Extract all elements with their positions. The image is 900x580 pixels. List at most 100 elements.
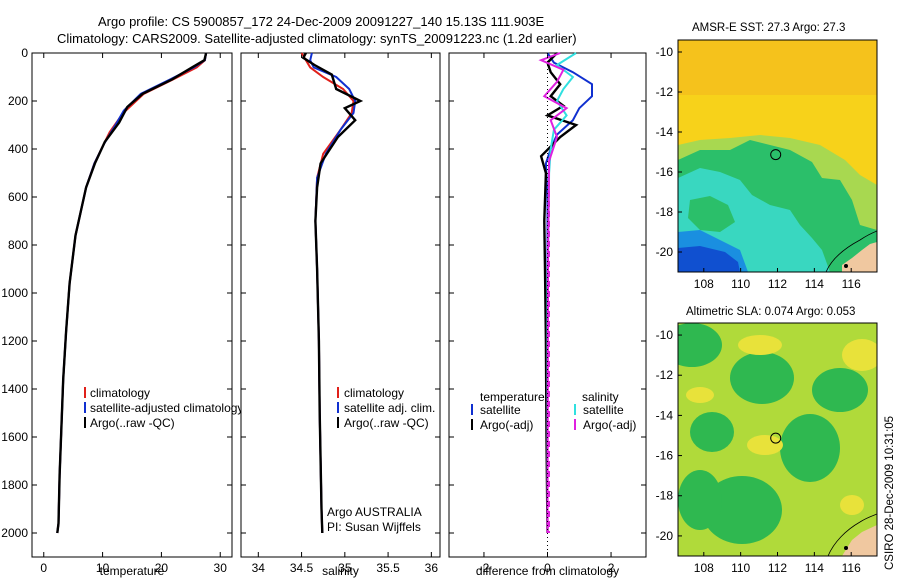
sla-low-6: [702, 476, 782, 544]
sst-land: [842, 242, 877, 272]
sst-argo-marker: [770, 149, 782, 161]
sla-argo-marker: [770, 432, 782, 444]
salinity-panel: 34 34.5 35 35.5 36 salinity climatologysatelli…: [240, 52, 441, 578]
x-tick-label: 2: [608, 561, 615, 575]
footer-stamp: CSIRO 28-Dec-2009 10:31:05: [884, 416, 896, 570]
x-tick-label: 35: [338, 561, 352, 575]
y-tick-label: 0: [21, 46, 28, 60]
series-line-argo: [539, 52, 579, 534]
sst-warm-band: [678, 40, 877, 95]
sla-low-3: [812, 368, 868, 412]
legend-header-temperature: temperature: [480, 390, 545, 404]
sst-map-title: AMSR-E SST: 27.3 Argo: 27.3: [692, 22, 845, 34]
sla-high-1: [738, 335, 782, 355]
legend-header-salinity: salinity: [582, 390, 619, 404]
map-y-tick-label: -18: [656, 205, 674, 219]
legend-label: climatology: [344, 386, 404, 400]
map-x-tick-label: 110: [731, 277, 750, 291]
y-tick-label: 200: [8, 94, 28, 108]
x-tick-label: 0: [40, 561, 47, 575]
legend-label: satellite: [583, 403, 624, 417]
x-tick-label: 0: [544, 561, 551, 575]
x-tick-label: 34.5: [290, 561, 314, 575]
sst-island: [844, 264, 848, 268]
plot-frame: [31, 52, 233, 558]
map-y-tick-label: -20: [656, 529, 674, 543]
legend-label: climatology: [90, 386, 150, 400]
sst-map-panel: AMSR-E SST: 27.3 Argo: 27.3 108 110 112 114…: [656, 22, 878, 291]
series-line-sal_argo: [538, 52, 569, 534]
sla-coastline: [827, 513, 877, 556]
legend-label: satellite adj. clim.: [344, 401, 435, 415]
x-tick-label: 10: [96, 561, 110, 575]
map-y-tick-label: -14: [656, 408, 674, 422]
x-tick-label: 35.5: [376, 561, 400, 575]
series-line-argo: [56, 52, 208, 534]
x-axis-label: salinity: [322, 564, 359, 578]
y-tick-label: 1800: [1, 478, 28, 492]
sst-map-axes: 108 110 112 114 116 -10 -12 -14 -16 -18 -20: [656, 45, 861, 291]
y-tick-label: 1000: [1, 286, 28, 300]
map-x-tick-label: 114: [805, 561, 824, 575]
map-y-tick-label: -10: [656, 328, 674, 342]
map-y-tick-label: -12: [656, 85, 674, 99]
map-x-tick-label: 108: [694, 561, 714, 575]
sla-high-3: [747, 435, 783, 455]
sla-high-5: [840, 495, 864, 515]
map-y-tick-label: -12: [656, 368, 674, 382]
map-x-tick-label: 108: [694, 277, 714, 291]
sla-map-title: Altimetric SLA: 0.074 Argo: 0.053: [686, 306, 855, 318]
annotation-line-1: Argo AUSTRALIA: [327, 505, 422, 519]
y-tick-label: 1200: [1, 334, 28, 348]
map-y-tick-label: -16: [656, 165, 674, 179]
y-tick-label: 400: [8, 142, 28, 156]
legend-label: satellite: [480, 403, 521, 417]
map-y-tick-label: -14: [656, 125, 674, 139]
sst-deep-blue-region: [678, 246, 740, 272]
map-x-tick-label: 116: [842, 277, 861, 291]
map-x-tick-label: 114: [805, 277, 824, 291]
temperature-panel: 0 10 20 30 0 200 400 600 800 1000 1200 1400 1600 1800…: [1, 46, 243, 578]
x-tick-label: 30: [214, 561, 228, 575]
series-line-argo: [301, 52, 364, 534]
sla-high-2: [842, 339, 877, 371]
y-tick-label: 800: [8, 238, 28, 252]
sla-low-7: [678, 470, 722, 530]
map-x-tick-label: 116: [842, 561, 861, 575]
sla-land: [842, 525, 877, 556]
figure-title-line1: Argo profile: CS 5900857_172 24-Dec-2009…: [98, 14, 545, 29]
sla-low-1: [678, 323, 722, 367]
map-x-tick-label: 110: [731, 561, 750, 575]
map-y-tick-label: -16: [656, 449, 674, 463]
sla-map-axes: 108 110 112 114 116 -10 -12 -14 -16 -18 -20: [656, 328, 861, 575]
annotation-line-2: PI: Susan Wijffels: [327, 520, 421, 534]
y-tick-label: 1600: [1, 430, 28, 444]
sla-island: [844, 546, 848, 550]
sla-low-2: [730, 352, 794, 404]
x-tick-label: 34: [252, 561, 266, 575]
legend-label: Argo(..raw -QC): [90, 416, 175, 430]
y-tick-label: 2000: [1, 526, 28, 540]
map-y-tick-label: -20: [656, 245, 674, 259]
figure-title-line2: Climatology: CARS2009. Satellite-adjuste…: [57, 31, 577, 46]
y-tick-label: 1400: [1, 382, 28, 396]
sla-low-5: [780, 414, 840, 482]
x-tick-label: -2: [479, 561, 490, 575]
x-axis-label: temperature: [100, 564, 165, 578]
sst-map-field: [678, 40, 877, 272]
sla-map-field: [678, 323, 877, 556]
sla-low-4: [690, 412, 734, 452]
sst-green-patch: [688, 196, 735, 232]
map-x-tick-label: 112: [768, 277, 787, 291]
legend-label: Argo(-adj): [480, 418, 533, 432]
plot-frame: [240, 52, 441, 558]
legend-label: Argo(-adj): [583, 418, 636, 432]
map-y-tick-label: -18: [656, 489, 674, 503]
map-x-tick-label: 112: [768, 561, 787, 575]
sla-map-panel: Altimetric SLA: 0.074 Argo: 0.053 108 110…: [656, 306, 878, 575]
x-tick-label: 36: [425, 561, 439, 575]
y-tick-label: 600: [8, 190, 28, 204]
sst-coastline: [825, 230, 877, 272]
